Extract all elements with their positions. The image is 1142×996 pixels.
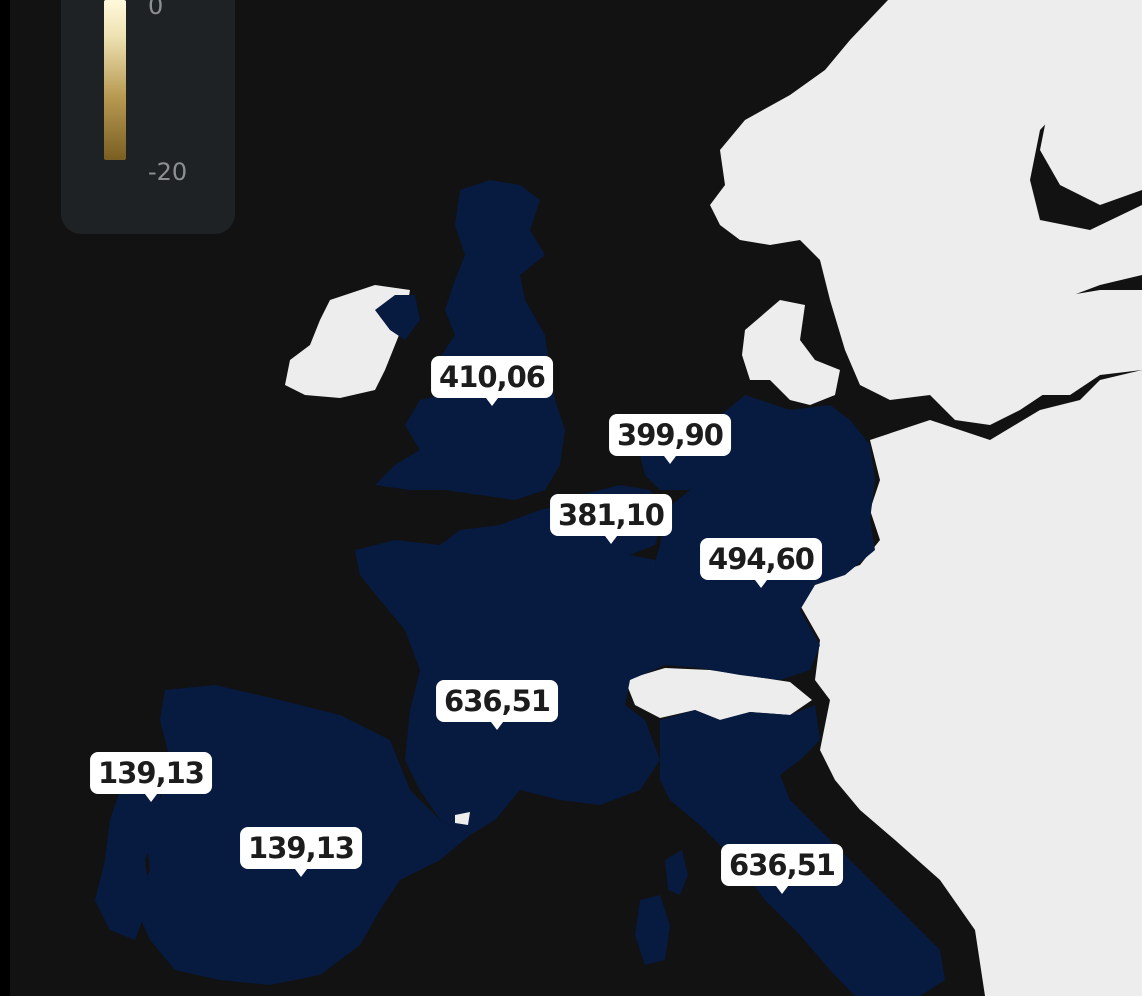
region-corsica[interactable] (665, 850, 688, 895)
finland-landmass (1040, 0, 1142, 205)
legend-min-label: -20 (148, 158, 188, 186)
callout-belgium[interactable]: 381,10 (550, 494, 672, 544)
region-balearic[interactable] (455, 812, 470, 825)
callout-portugal[interactable]: 139,13 (90, 752, 212, 802)
other-land (285, 0, 1142, 996)
callout-spain[interactable]: 139,13 (240, 827, 362, 877)
denmark-landmass (742, 300, 840, 405)
callout-netherlands[interactable]: 399,90 (609, 414, 731, 464)
region-france[interactable] (355, 500, 665, 835)
legend-gradient-bar (104, 0, 126, 160)
color-legend: 0 -20 (61, 0, 235, 234)
highlighted-regions (95, 180, 945, 996)
scandinavia-landmass (710, 0, 1142, 425)
callout-uk[interactable]: 410,06 (431, 356, 553, 406)
baltic-landmass (1030, 290, 1142, 395)
eastern-europe-landmass (800, 370, 1142, 996)
region-northern-ireland[interactable] (375, 295, 420, 340)
region-germany[interactable] (650, 395, 875, 680)
callout-germany[interactable]: 494,60 (700, 538, 822, 588)
window-edge (0, 0, 10, 996)
callout-italy[interactable]: 636,51 (721, 844, 843, 894)
legend-max-label: 0 (148, 0, 164, 20)
region-sardinia[interactable] (635, 895, 670, 965)
switzerland-landmass (625, 668, 812, 720)
callout-france[interactable]: 636,51 (436, 680, 558, 730)
region-uk[interactable] (375, 180, 565, 500)
region-portugal[interactable] (95, 785, 160, 940)
